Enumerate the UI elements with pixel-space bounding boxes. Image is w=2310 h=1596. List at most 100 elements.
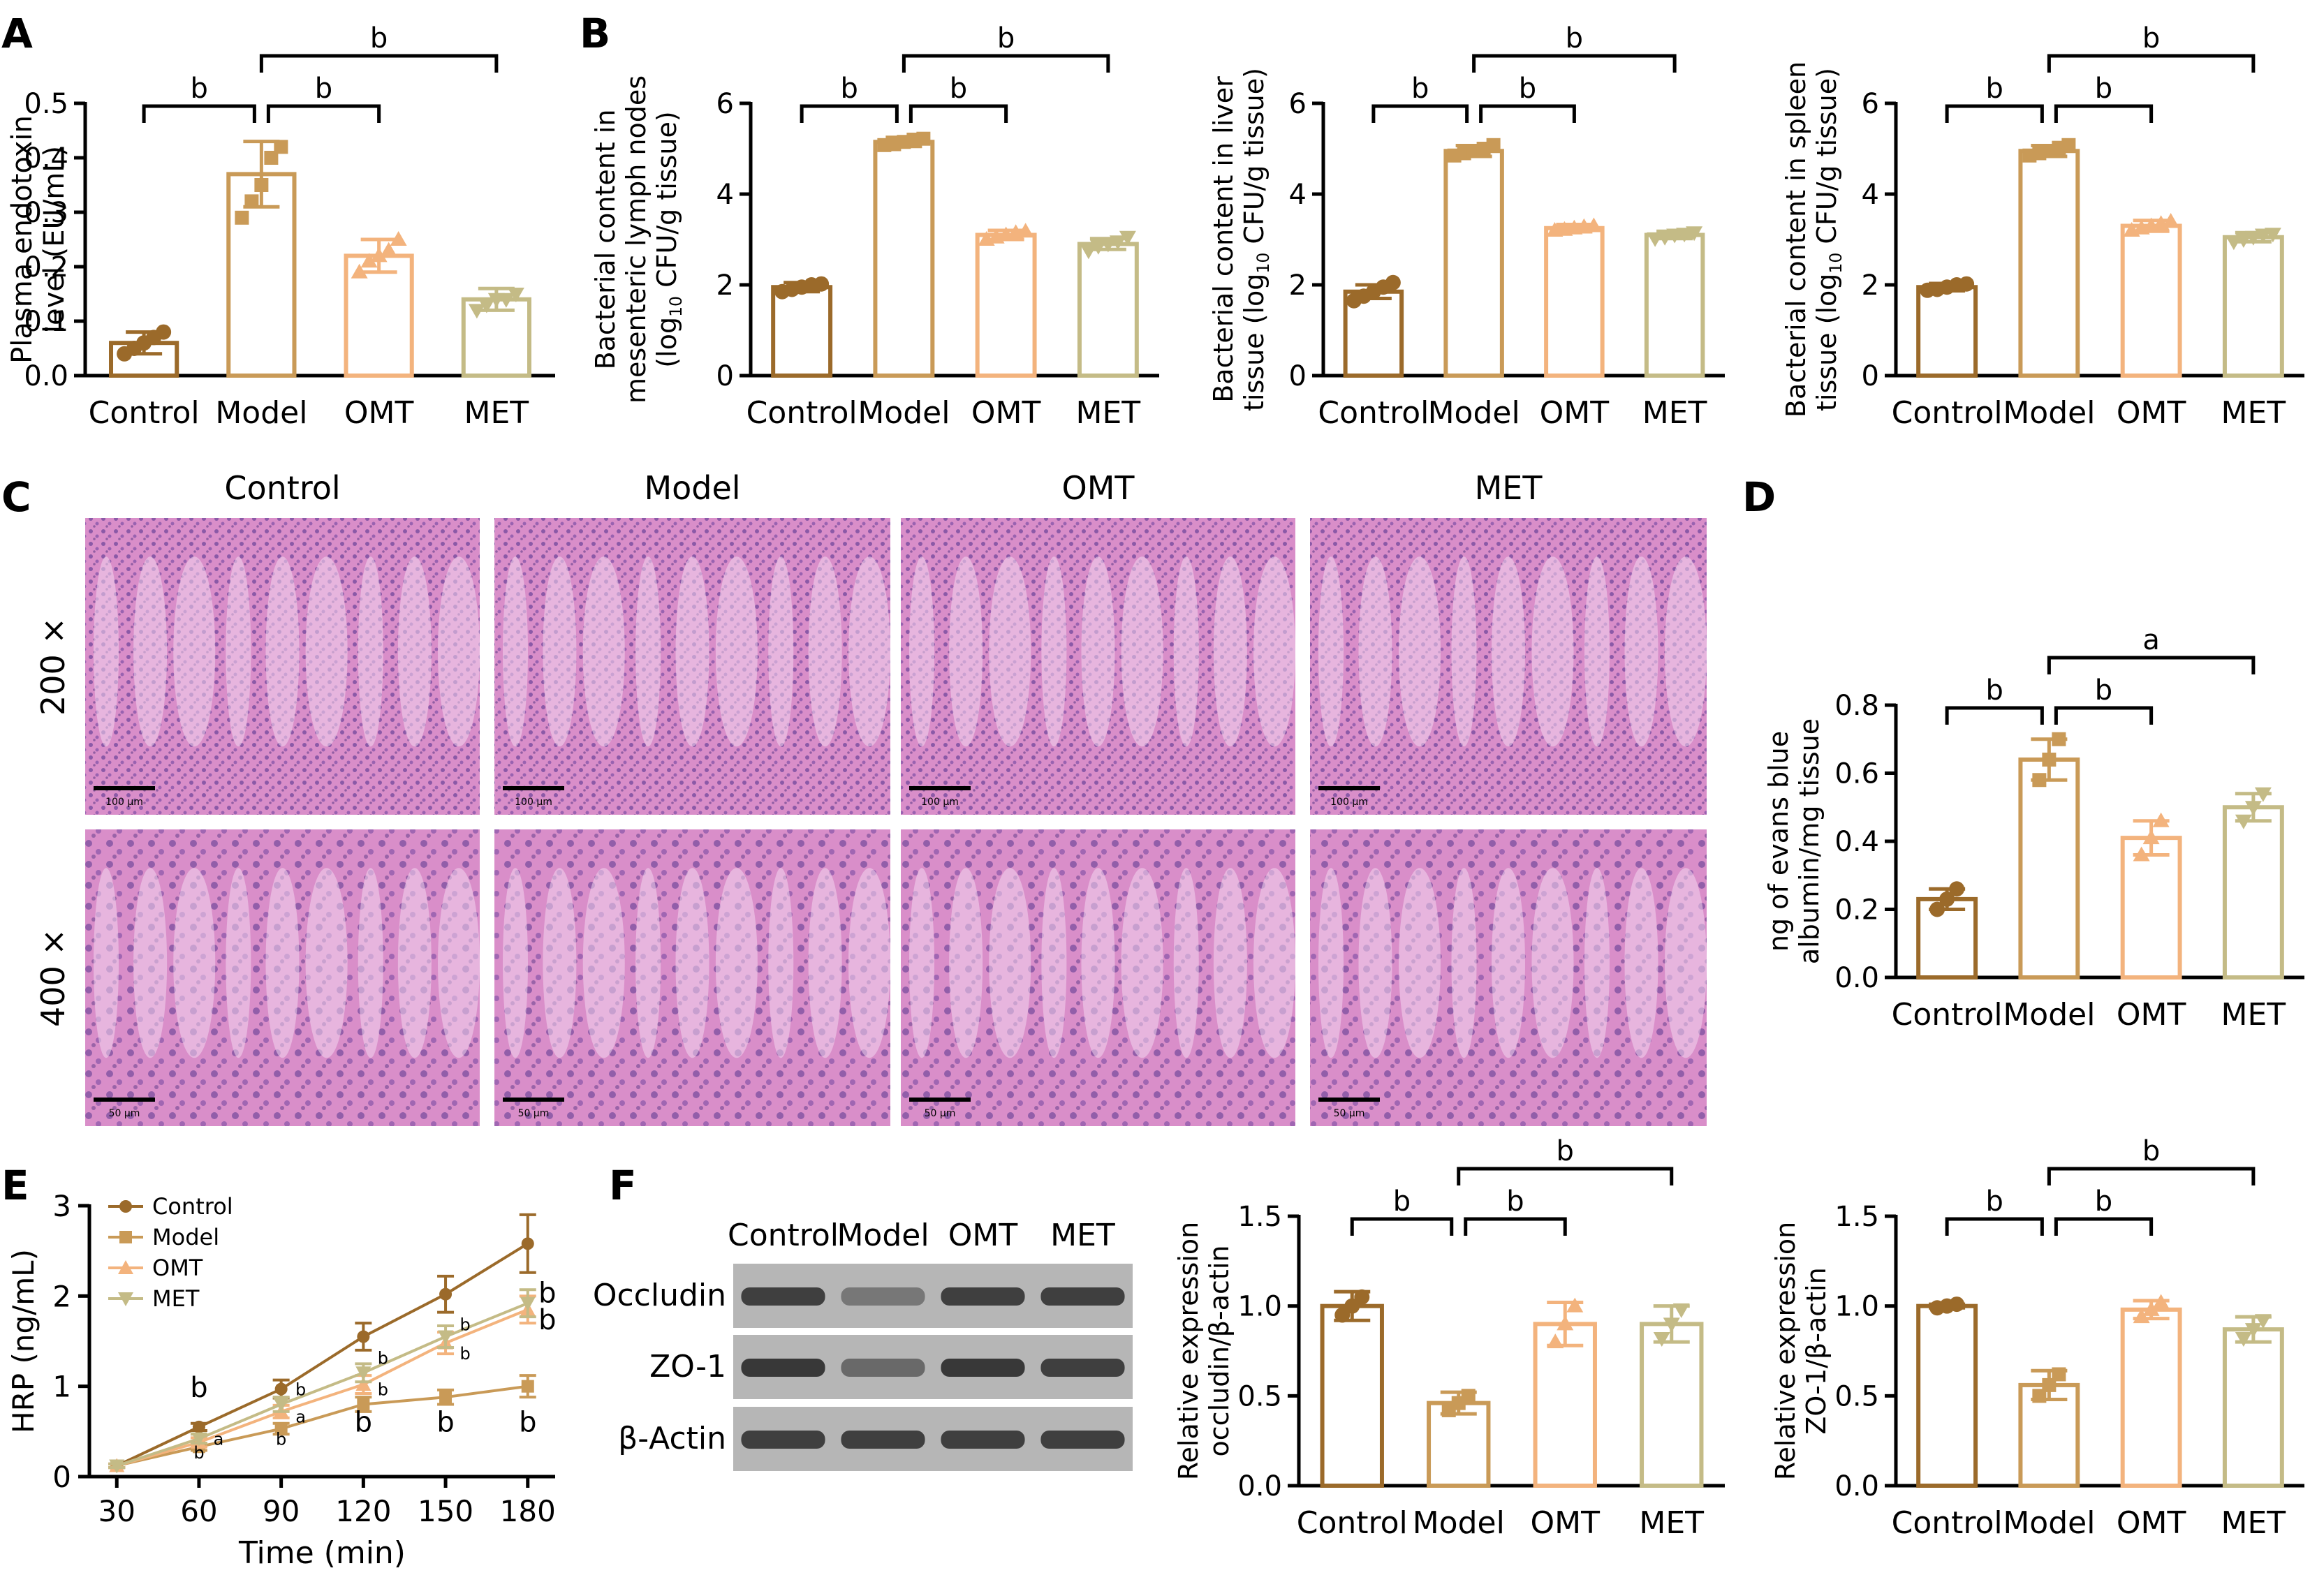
panel-label-f: F bbox=[609, 1162, 637, 1209]
y-tick-label: 0.2 bbox=[24, 251, 68, 283]
y-tick-label: 0 bbox=[716, 360, 734, 392]
histology-crypt bbox=[1041, 556, 1067, 747]
significance-label: b bbox=[538, 1304, 556, 1336]
y-tick-label: 1.5 bbox=[1834, 1201, 1879, 1233]
bar-chart-b2: 0 2 4 6 Bacterial content in liver tissue (lo… bbox=[1208, 22, 1725, 431]
significance-label: b bbox=[2142, 22, 2160, 54]
data-point bbox=[2142, 1301, 2160, 1316]
scale-bar-label: 100 μm bbox=[921, 797, 959, 808]
histology-crypt bbox=[503, 556, 528, 747]
histology-row-label: 400 × bbox=[34, 929, 72, 1027]
y-tick-label: 0.3 bbox=[24, 197, 68, 229]
y-tick-label: 1.0 bbox=[1237, 1291, 1282, 1323]
y-axis-label: Bacterial content in bbox=[590, 110, 621, 370]
y-tick-label: 0.1 bbox=[24, 306, 68, 338]
histology-crypt bbox=[582, 556, 625, 747]
data-point bbox=[191, 1432, 207, 1447]
blot-row-label: Occludin bbox=[593, 1278, 726, 1313]
significance-label: b bbox=[355, 1406, 372, 1438]
y-axis-label: Bacterial content in liver bbox=[1208, 76, 1239, 403]
y-tick-label: 3 bbox=[52, 1189, 71, 1223]
histology-crypt bbox=[1492, 556, 1525, 747]
data-point bbox=[1929, 901, 1945, 917]
data-point bbox=[1017, 223, 1034, 238]
x-tick-label: Control bbox=[89, 395, 200, 431]
y-axis-label: mesenteric lymph nodes bbox=[621, 75, 652, 404]
significance-label: b bbox=[193, 1443, 204, 1463]
x-tick-label: MET bbox=[2221, 395, 2286, 431]
histology-crypt bbox=[1121, 556, 1163, 747]
y-tick-label: 6 bbox=[716, 88, 734, 120]
data-point bbox=[2042, 1377, 2057, 1392]
x-tick-label: Model bbox=[2003, 395, 2095, 431]
x-tick-label: Model bbox=[1428, 395, 1520, 431]
data-point bbox=[2244, 1323, 2262, 1338]
data-point bbox=[1099, 237, 1117, 253]
data-point bbox=[478, 298, 495, 313]
data-point bbox=[357, 1398, 370, 1411]
x-tick-label: Model bbox=[2003, 997, 2095, 1033]
histology-crypt bbox=[675, 868, 709, 1058]
legend-label: MET bbox=[152, 1285, 200, 1312]
data-point bbox=[2142, 829, 2160, 845]
histology-crypt bbox=[909, 868, 934, 1058]
data-point bbox=[1354, 1289, 1370, 1305]
data-point bbox=[520, 1296, 536, 1311]
significance-label: b bbox=[2095, 674, 2112, 707]
data-point bbox=[2235, 233, 2252, 248]
x-tick-label: OMT bbox=[344, 395, 414, 431]
x-axis-label: Time (min) bbox=[238, 1535, 406, 1571]
y-tick-label: 0.4 bbox=[1834, 826, 1879, 858]
bar-met bbox=[2222, 1327, 2284, 1488]
histology-crypt bbox=[1213, 868, 1247, 1058]
bar-omt bbox=[975, 232, 1037, 378]
data-point bbox=[1939, 891, 1955, 907]
data-point bbox=[1461, 1389, 1476, 1403]
bar-model bbox=[1443, 149, 1504, 378]
data-point bbox=[118, 1292, 133, 1306]
significance-label: b bbox=[1393, 1185, 1411, 1218]
significance-label: b bbox=[1557, 1135, 1574, 1167]
significance-bracket bbox=[2054, 1217, 2154, 1236]
x-tick-label: 90 bbox=[263, 1494, 300, 1528]
y-axis-label: ng of evans blue bbox=[1763, 731, 1794, 952]
blot-lane-label: Control bbox=[728, 1218, 839, 1253]
histology-crypt bbox=[133, 868, 168, 1058]
y-tick-label: 1 bbox=[52, 1370, 71, 1404]
panel-label-c: C bbox=[1, 473, 31, 521]
significance-label: b bbox=[2142, 1135, 2160, 1167]
data-point bbox=[192, 1420, 205, 1433]
y-axis-label: Bacterial content in spleen bbox=[1781, 61, 1811, 418]
x-tick-label: Control bbox=[1892, 997, 2003, 1033]
y-tick-label: 0.0 bbox=[1834, 1470, 1879, 1502]
bar-met bbox=[1644, 232, 1705, 378]
data-point bbox=[274, 1422, 288, 1435]
data-point bbox=[497, 293, 515, 308]
y-tick-label: 0 bbox=[1289, 360, 1307, 392]
significance-bracket bbox=[1472, 54, 1677, 73]
data-point bbox=[2133, 846, 2150, 862]
significance-bracket bbox=[2054, 104, 2154, 123]
data-point bbox=[2152, 812, 2170, 827]
y-tick-label: 1.5 bbox=[1237, 1201, 1282, 1233]
scale-bar-label: 50 μm bbox=[1334, 1108, 1365, 1119]
histology-crypt bbox=[848, 556, 890, 747]
data-point bbox=[1566, 1297, 1584, 1313]
data-point bbox=[254, 178, 269, 192]
data-point bbox=[273, 1398, 289, 1412]
y-axis-label: Plasma endotoxin bbox=[6, 115, 38, 364]
bar-met bbox=[2222, 235, 2284, 378]
y-axis-label: tissue (log10 CFU/g tissue) bbox=[1811, 68, 1846, 411]
legend-label: Model bbox=[152, 1224, 219, 1250]
histology-crypt bbox=[1492, 868, 1525, 1058]
data-point bbox=[1949, 1296, 1965, 1313]
significance-label: a bbox=[295, 1407, 306, 1426]
significance-label: b bbox=[295, 1380, 306, 1400]
data-point bbox=[1334, 1307, 1351, 1323]
data-point bbox=[2244, 230, 2262, 246]
y-tick-label: 4 bbox=[1289, 179, 1307, 211]
y-tick-label: 6 bbox=[1289, 88, 1307, 120]
bar-model bbox=[873, 140, 935, 378]
data-point bbox=[468, 304, 485, 319]
y-axis-label: level (EU/mL) bbox=[38, 146, 71, 333]
